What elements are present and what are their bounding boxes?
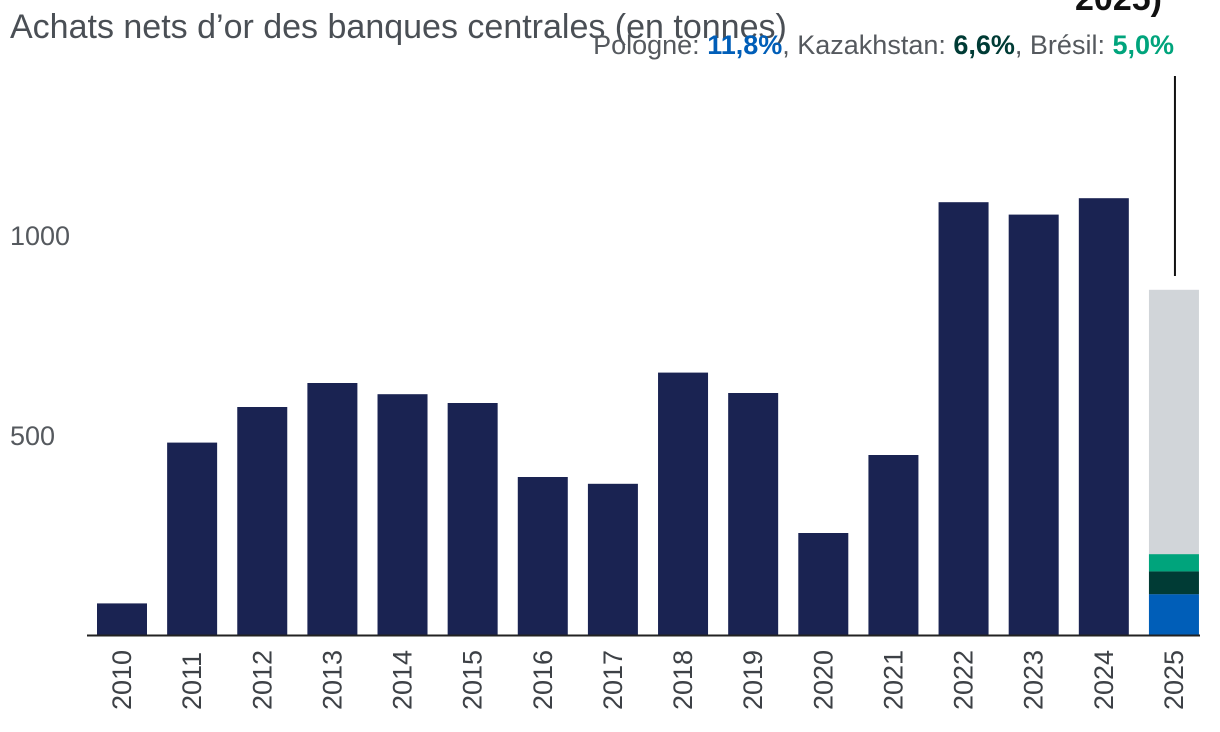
x-tick-label: 2016 — [528, 650, 558, 710]
bar-2019 — [728, 393, 779, 635]
annot-brazil-value: 5,0% — [1112, 30, 1174, 60]
x-tick-label: 2017 — [598, 650, 628, 710]
bar-segment-kazakhstan — [1148, 571, 1199, 595]
bar-2022 — [938, 202, 989, 635]
bar-segment-brésil — [1148, 554, 1199, 572]
bar-2023 — [1008, 214, 1059, 635]
bar-2020 — [798, 533, 849, 635]
bar-2011 — [167, 442, 218, 635]
bar-2018 — [658, 372, 709, 635]
annot-poland-label: Pologne: — [593, 30, 708, 60]
x-tick-label: 2018 — [668, 650, 698, 710]
x-tick-label: 2014 — [388, 650, 418, 710]
x-tick-label: 2022 — [949, 650, 979, 710]
x-tick-label: 2011 — [177, 652, 207, 710]
chart-title: Achats nets d’or des banques centrales (… — [10, 8, 787, 46]
x-tick-label: 2010 — [107, 650, 137, 710]
bar-2015 — [447, 403, 498, 635]
x-tick-label: 2023 — [1019, 650, 1049, 710]
annot-poland-value: 11,8% — [707, 30, 783, 60]
bar-2014 — [377, 394, 428, 635]
annot-kazakhstan-label: , Kazakhstan: — [782, 30, 954, 60]
bar-2010 — [97, 603, 147, 635]
x-tick-label: 2021 — [878, 650, 908, 710]
y-tick-label: 1000 — [10, 221, 70, 251]
x-tick-label: 2012 — [247, 650, 277, 710]
bar-2013 — [307, 383, 358, 635]
x-tick-label: 2025 — [1159, 650, 1189, 710]
x-tick-label: 2024 — [1089, 650, 1119, 710]
x-tick-label: 2020 — [808, 650, 838, 710]
annot-kazakhstan-value: 6,6% — [953, 30, 1015, 60]
breakdown-annotation: Pologne: 11,8%, Kazakhstan: 6,6%, Brésil… — [593, 30, 1174, 61]
bar-2017 — [587, 483, 638, 635]
bar-segment-pologne — [1148, 594, 1199, 635]
x-tick-label: 2013 — [317, 650, 347, 710]
x-tick-label: 2019 — [738, 650, 768, 710]
bar-2024 — [1078, 198, 1129, 635]
y-tick-label: 500 — [10, 421, 55, 451]
bar-2021 — [868, 455, 919, 635]
annot-brazil-label: , Brésil: — [1014, 30, 1113, 60]
clipped-title-fragment: 2025) — [1075, 0, 1162, 19]
x-tick-label: 2015 — [458, 650, 488, 710]
bar-2012 — [237, 407, 288, 635]
bar-2016 — [517, 477, 568, 635]
